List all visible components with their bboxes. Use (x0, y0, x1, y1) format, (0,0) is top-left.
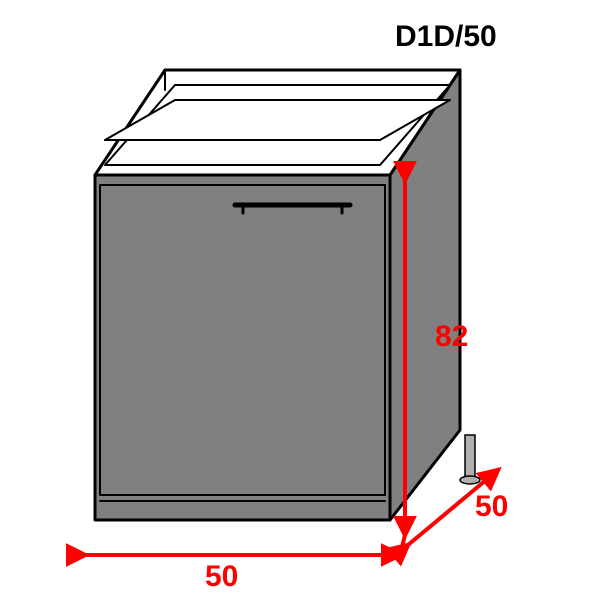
diagram-stage: D1D/50 82 50 50 (0, 0, 616, 609)
cabinet-svg (0, 0, 616, 609)
dim-width-label: 50 (205, 560, 238, 594)
dim-depth-label: 50 (475, 490, 508, 524)
model-label: D1D/50 (395, 20, 497, 54)
dim-height-label: 82 (435, 320, 468, 354)
